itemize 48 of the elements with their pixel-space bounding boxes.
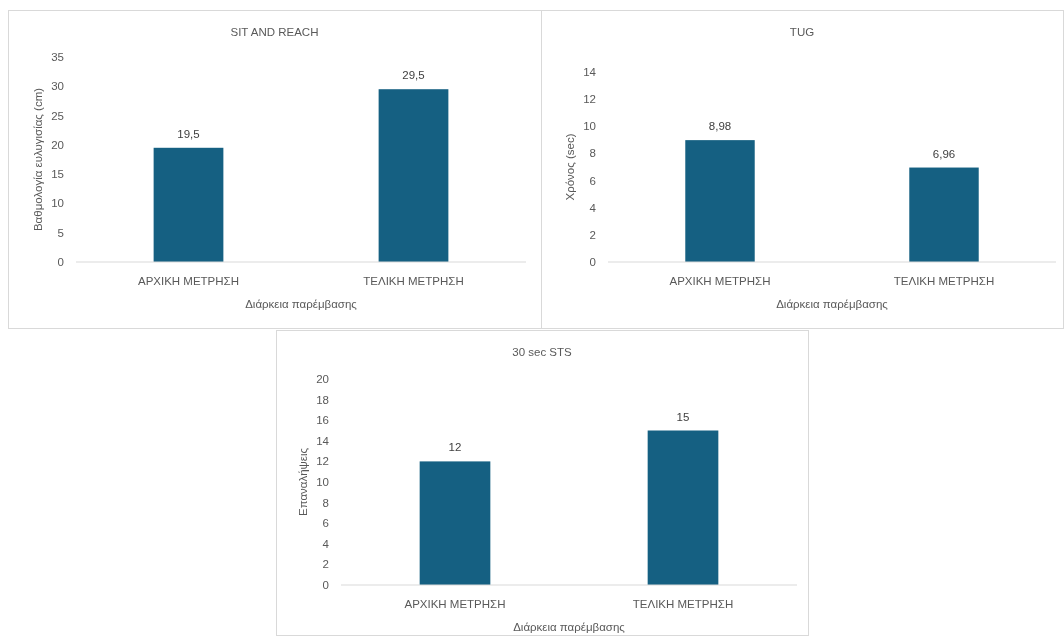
y-tick-label: 0	[57, 256, 64, 269]
y-tick-label: 20	[316, 373, 329, 386]
chart-title: TUG	[789, 26, 815, 39]
y-tick-label: 2	[322, 558, 329, 571]
y-tick-label: 10	[316, 476, 329, 489]
data-label: 29,5	[402, 69, 425, 82]
data-label: 19,5	[177, 127, 200, 140]
y-tick-label: 2	[589, 228, 596, 241]
y-axis-title: Χρόνος (sec)	[564, 133, 577, 201]
x-axis-title: Διάρκεια παρέμβασης	[245, 298, 358, 311]
y-tick-label: 16	[316, 414, 329, 427]
y-tick-label: 8	[589, 147, 596, 160]
y-tick-label: 35	[51, 51, 64, 64]
y-tick-label: 18	[316, 393, 329, 406]
y-tick-label: 5	[57, 226, 64, 239]
x-tick-label: ΤΕΛΙΚΗ ΜΕΤΡΗΣΗ	[893, 275, 995, 288]
y-tick-label: 8	[322, 496, 329, 509]
y-tick-label: 12	[316, 455, 329, 468]
y-axis-title: Επαναλήψεις	[297, 447, 310, 517]
x-tick-label: ΑΡΧΙΚΗ ΜΕΤΡΗΣΗ	[669, 275, 771, 288]
y-tick-label: 6	[322, 517, 329, 530]
x-tick-label: ΑΡΧΙΚΗ ΜΕΤΡΗΣΗ	[137, 275, 240, 288]
y-tick-label: 10	[583, 120, 596, 133]
x-axis-title: Διάρκεια παρέμβασης	[776, 298, 889, 311]
y-tick-label: 0	[589, 256, 596, 269]
y-tick-label: 10	[51, 197, 64, 210]
data-label: 6,96	[932, 147, 956, 160]
y-tick-label: 12	[583, 93, 596, 106]
chart-title: SIT AND REACH	[230, 26, 319, 39]
x-tick-label: ΤΕΛΙΚΗ ΜΕΤΡΗΣΗ	[363, 275, 464, 288]
y-tick-label: 4	[589, 201, 597, 214]
y-tick-label: 4	[322, 537, 330, 550]
y-tick-label: 30	[51, 80, 64, 93]
x-axis-title: Διάρκεια παρέμβασης	[513, 621, 626, 634]
data-label: 15	[676, 410, 690, 423]
chart-title: 30 sec STS	[512, 346, 573, 359]
x-tick-label: ΑΡΧΙΚΗ ΜΕΤΡΗΣΗ	[404, 598, 506, 611]
data-label: 12	[448, 441, 462, 454]
data-label: 8,98	[708, 120, 732, 133]
y-tick-label: 14	[316, 434, 330, 447]
y-tick-label: 25	[51, 109, 64, 122]
y-tick-label: 15	[51, 168, 64, 181]
y-axis-title: Βαθμολογία ευλυγισίας (cm)	[32, 87, 45, 232]
y-tick-label: 20	[51, 138, 64, 151]
y-tick-label: 0	[322, 579, 329, 592]
y-tick-label: 6	[589, 174, 596, 187]
x-tick-label: ΤΕΛΙΚΗ ΜΕΤΡΗΣΗ	[632, 598, 734, 611]
y-tick-label: 14	[583, 66, 597, 79]
